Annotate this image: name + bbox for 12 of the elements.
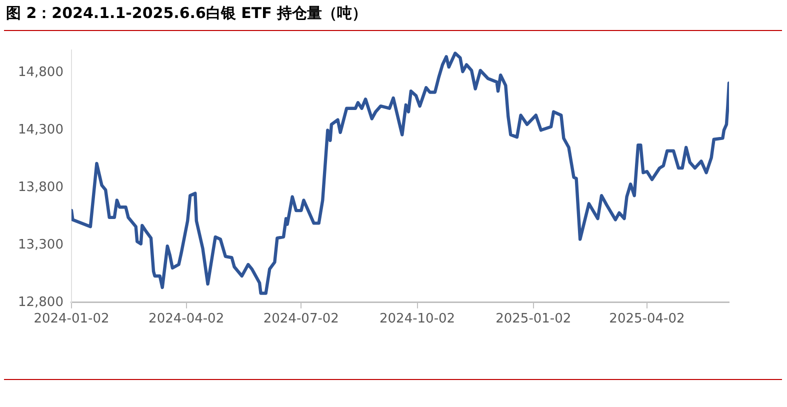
- x-tick-label: 2024-10-02: [380, 312, 456, 327]
- x-tick-label: 2024-04-02: [148, 312, 224, 327]
- x-tick-label: 2024-01-02: [34, 312, 110, 327]
- y-tick-label: 14,300: [18, 122, 64, 138]
- y-tick-label: 13,300: [18, 237, 64, 252]
- y-tick-label: 12,800: [18, 294, 64, 310]
- x-tick-label: 2025-01-02: [496, 312, 572, 327]
- x-tick-label: 2024-07-02: [263, 312, 339, 327]
- y-tick-label: 14,800: [18, 65, 64, 80]
- y-tick-label: 13,800: [18, 180, 64, 195]
- x-tick-label: 2025-04-02: [609, 312, 685, 327]
- chart-title: 图 2：2024.1.1-2025.6.6白银 ETF 持仓量（吨）: [6, 4, 368, 23]
